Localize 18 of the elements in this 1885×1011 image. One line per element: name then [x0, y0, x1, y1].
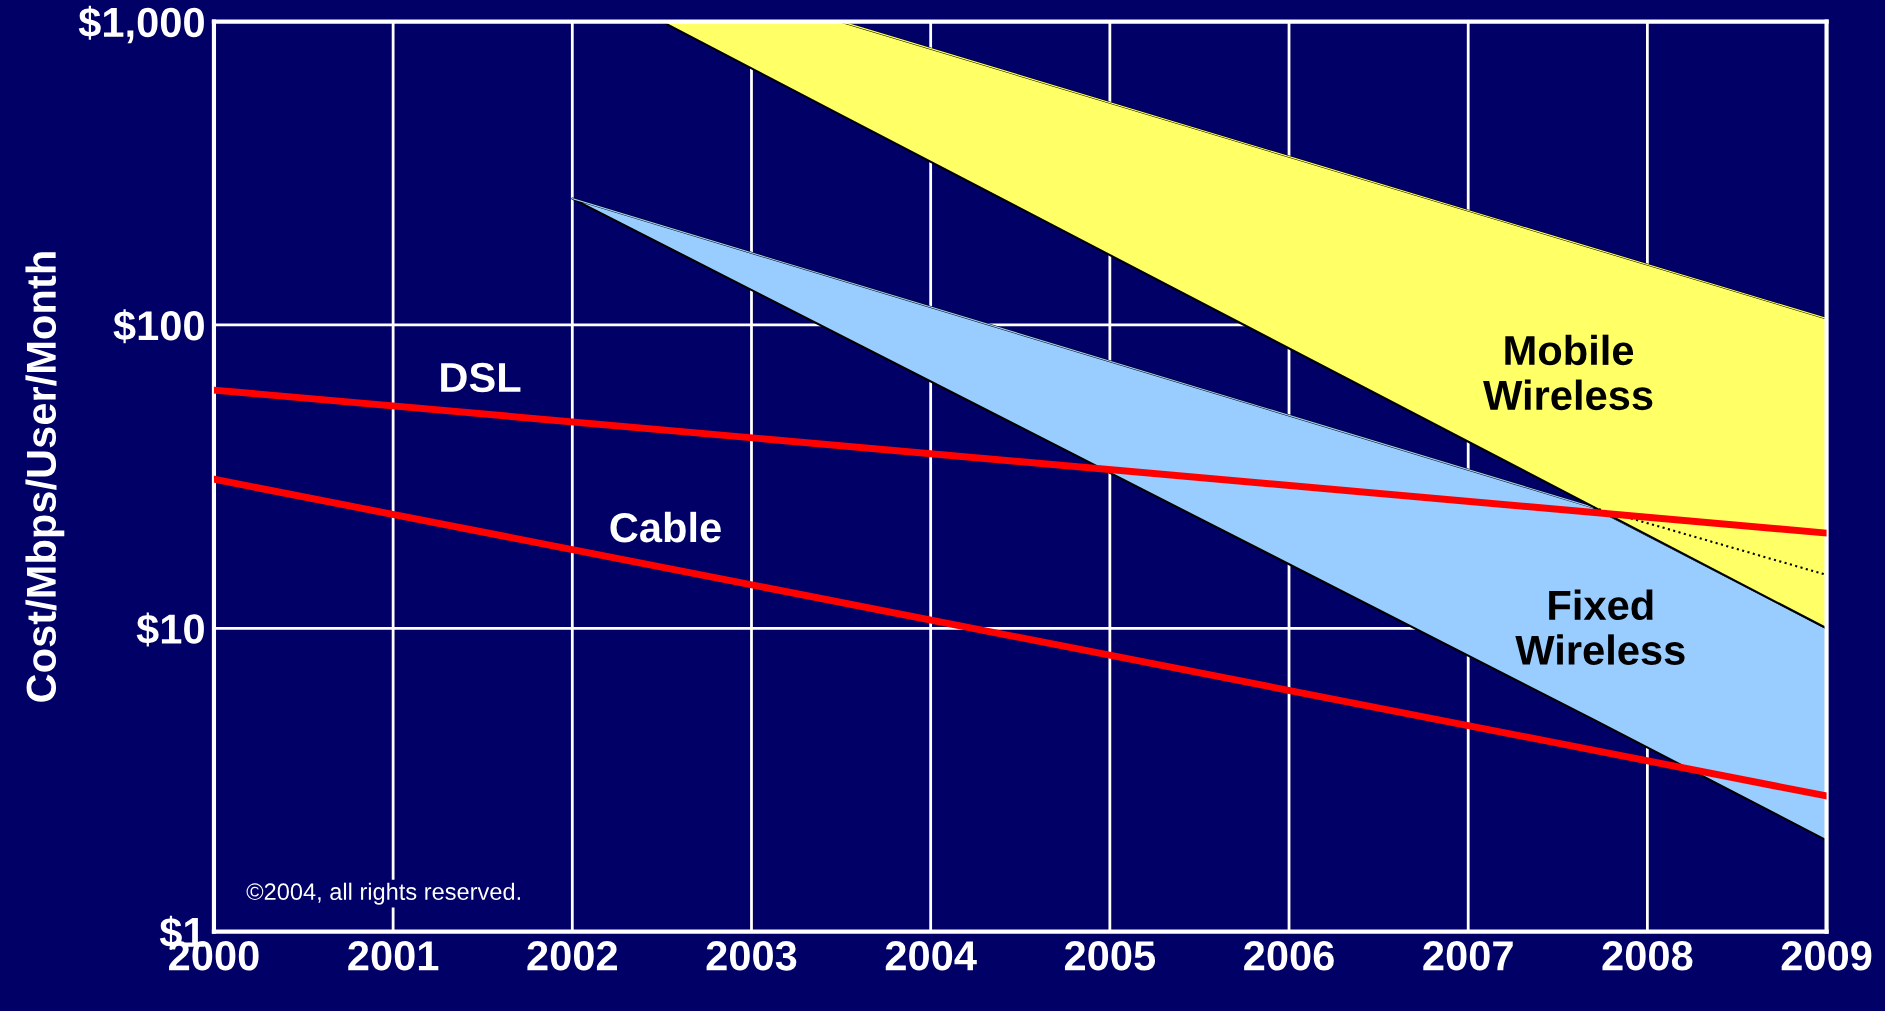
- y-tick-label: $10: [136, 612, 204, 647]
- series-label: Fixed Wireless: [1515, 589, 1685, 665]
- x-tick-label: 2002: [527, 941, 617, 971]
- series-label: Cable: [610, 511, 721, 543]
- y-tick-label: $100: [113, 309, 204, 344]
- y-axis-title: Cost/Mbps/User/Month: [25, 252, 65, 702]
- x-tick-label: 2005: [1064, 941, 1156, 971]
- x-tick-label: 2001: [348, 941, 439, 971]
- x-tick-label: 2006: [1244, 941, 1334, 971]
- series-label: DSL: [441, 362, 521, 393]
- x-tick-label: 2004: [885, 941, 977, 971]
- x-tick-label: 2003: [706, 941, 797, 971]
- annotation: ©2004, all rights reserved.: [246, 882, 520, 905]
- x-tick-label: 2009: [1781, 941, 1872, 971]
- y-tick-label: $1,000: [78, 5, 204, 44]
- x-tick-label: 2008: [1602, 941, 1693, 971]
- x-tick-label: 2007: [1423, 941, 1513, 971]
- series-label: Mobile Wireless: [1483, 334, 1653, 411]
